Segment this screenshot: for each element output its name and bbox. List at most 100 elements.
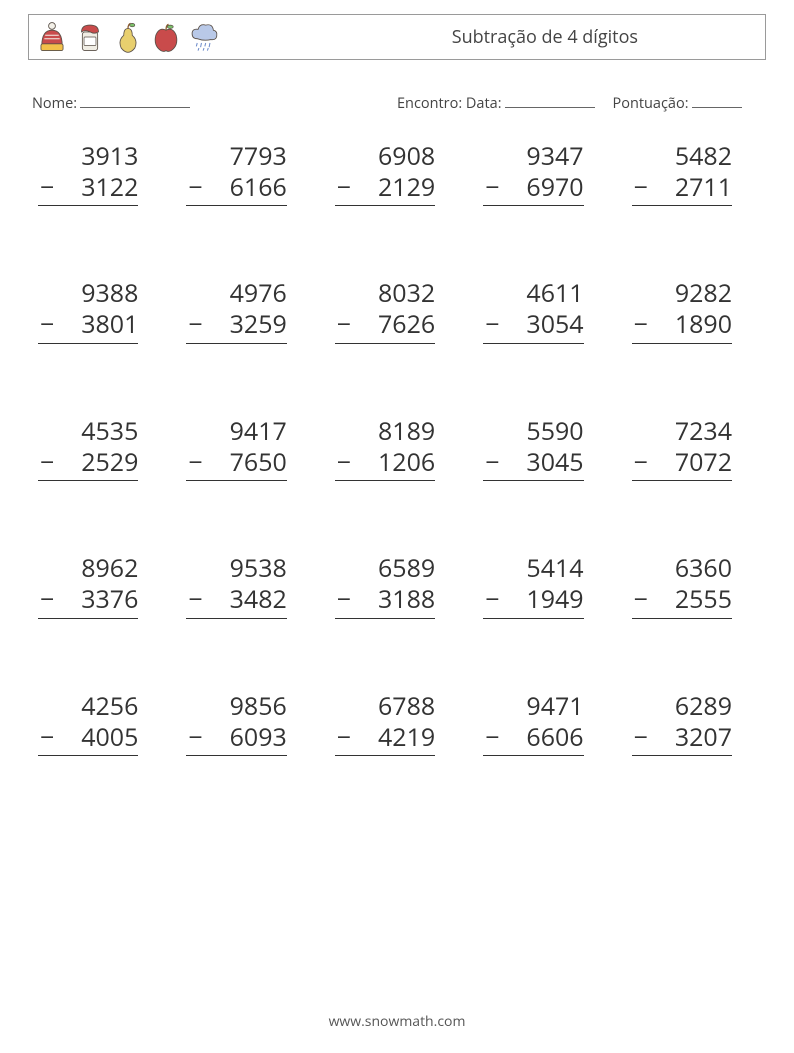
subtrahend-row: −2129 xyxy=(335,172,435,206)
problems-grid: 3913−31227793−61666908−21299347−69705482… xyxy=(28,141,766,757)
subtrahend: 3188 xyxy=(378,584,435,615)
worksheet-title: Subtração de 4 dígitos xyxy=(452,25,638,49)
name-blank[interactable] xyxy=(80,92,190,108)
problem: 9538−3482 xyxy=(186,553,310,619)
subtrahend: 3122 xyxy=(81,172,138,203)
meta-row: Nome: Encontro: Data: Pontuação: xyxy=(28,92,766,113)
subtrahend-row: −6166 xyxy=(186,172,286,206)
minus-sign: − xyxy=(483,584,499,615)
subtrahend: 2129 xyxy=(378,172,435,203)
minuend: 8189 xyxy=(335,416,435,447)
minus-sign: − xyxy=(38,584,54,615)
subtrahend: 3045 xyxy=(526,447,583,478)
problem: 9282−1890 xyxy=(632,278,756,344)
score-label: Pontuação: xyxy=(613,94,689,113)
minus-sign: − xyxy=(186,722,202,753)
subtrahend: 1206 xyxy=(378,447,435,478)
subtrahend: 3259 xyxy=(230,309,287,340)
problem: 6589−3188 xyxy=(335,553,459,619)
problem: 7234−7072 xyxy=(632,416,756,482)
problem: 9388−3801 xyxy=(38,278,162,344)
problem: 8962−3376 xyxy=(38,553,162,619)
minuend: 9388 xyxy=(38,278,138,309)
problem: 6360−2555 xyxy=(632,553,756,619)
subtrahend: 2555 xyxy=(675,584,732,615)
minus-sign: − xyxy=(483,309,499,340)
minus-sign: − xyxy=(483,447,499,478)
subtrahend: 3482 xyxy=(230,584,287,615)
minuend: 6788 xyxy=(335,691,435,722)
minuend: 9471 xyxy=(483,691,583,722)
subtrahend-row: −3376 xyxy=(38,584,138,618)
problem: 9347−6970 xyxy=(483,141,607,207)
subtrahend-row: −3801 xyxy=(38,309,138,343)
minus-sign: − xyxy=(38,309,54,340)
minus-sign: − xyxy=(335,447,351,478)
minus-sign: − xyxy=(38,722,54,753)
subtrahend: 3207 xyxy=(675,722,732,753)
minuend: 9282 xyxy=(632,278,732,309)
minuend: 6289 xyxy=(632,691,732,722)
jam-jar-icon xyxy=(73,20,107,54)
subtrahend-row: −2555 xyxy=(632,584,732,618)
problem: 4535−2529 xyxy=(38,416,162,482)
minuend: 5414 xyxy=(483,553,583,584)
subtrahend: 3054 xyxy=(526,309,583,340)
problem: 9417−7650 xyxy=(186,416,310,482)
minuend: 7234 xyxy=(632,416,732,447)
subtrahend: 1890 xyxy=(675,309,732,340)
minuend: 8962 xyxy=(38,553,138,584)
minus-sign: − xyxy=(335,584,351,615)
subtrahend-row: −3054 xyxy=(483,309,583,343)
minus-sign: − xyxy=(186,309,202,340)
subtrahend-row: −1206 xyxy=(335,447,435,481)
subtrahend-row: −7072 xyxy=(632,447,732,481)
minuend: 3913 xyxy=(38,141,138,172)
minuend: 9347 xyxy=(483,141,583,172)
minus-sign: − xyxy=(186,584,202,615)
problem: 8189−1206 xyxy=(335,416,459,482)
subtrahend: 7650 xyxy=(230,447,287,478)
problem: 7793−6166 xyxy=(186,141,310,207)
minus-sign: − xyxy=(335,722,351,753)
minus-sign: − xyxy=(335,309,351,340)
subtrahend: 3801 xyxy=(81,309,138,340)
minus-sign: − xyxy=(186,447,202,478)
minuend: 5590 xyxy=(483,416,583,447)
date-blank[interactable] xyxy=(505,92,595,108)
subtrahend: 6093 xyxy=(230,722,287,753)
minus-sign: − xyxy=(632,722,648,753)
subtrahend: 4005 xyxy=(81,722,138,753)
subtrahend: 4219 xyxy=(378,722,435,753)
subtrahend-row: −3482 xyxy=(186,584,286,618)
problem: 3913−3122 xyxy=(38,141,162,207)
subtrahend-row: −2529 xyxy=(38,447,138,481)
minus-sign: − xyxy=(632,447,648,478)
minuend: 9417 xyxy=(186,416,286,447)
subtrahend-row: −1890 xyxy=(632,309,732,343)
minuend: 6360 xyxy=(632,553,732,584)
minus-sign: − xyxy=(335,172,351,203)
pear-icon xyxy=(111,20,145,54)
minus-sign: − xyxy=(632,309,648,340)
subtrahend: 6970 xyxy=(526,172,583,203)
minuend: 8032 xyxy=(335,278,435,309)
subtrahend: 7626 xyxy=(378,309,435,340)
minus-sign: − xyxy=(632,172,648,203)
minuend: 4976 xyxy=(186,278,286,309)
footer-text: www.snowmath.com xyxy=(329,1012,466,1031)
worksheet-page: Subtração de 4 dígitos Nome: Encontro: D… xyxy=(0,0,794,756)
subtrahend: 7072 xyxy=(675,447,732,478)
score-blank[interactable] xyxy=(692,92,742,108)
minuend: 9538 xyxy=(186,553,286,584)
subtrahend-row: −6970 xyxy=(483,172,583,206)
header-icons xyxy=(35,20,221,54)
minuend: 6908 xyxy=(335,141,435,172)
subtrahend-row: −6606 xyxy=(483,722,583,756)
subtrahend-row: −3207 xyxy=(632,722,732,756)
name-label: Nome: xyxy=(32,94,77,113)
minus-sign: − xyxy=(186,172,202,203)
subtrahend: 2711 xyxy=(675,172,732,203)
meta-name: Nome: xyxy=(32,92,397,113)
minuend: 7793 xyxy=(186,141,286,172)
